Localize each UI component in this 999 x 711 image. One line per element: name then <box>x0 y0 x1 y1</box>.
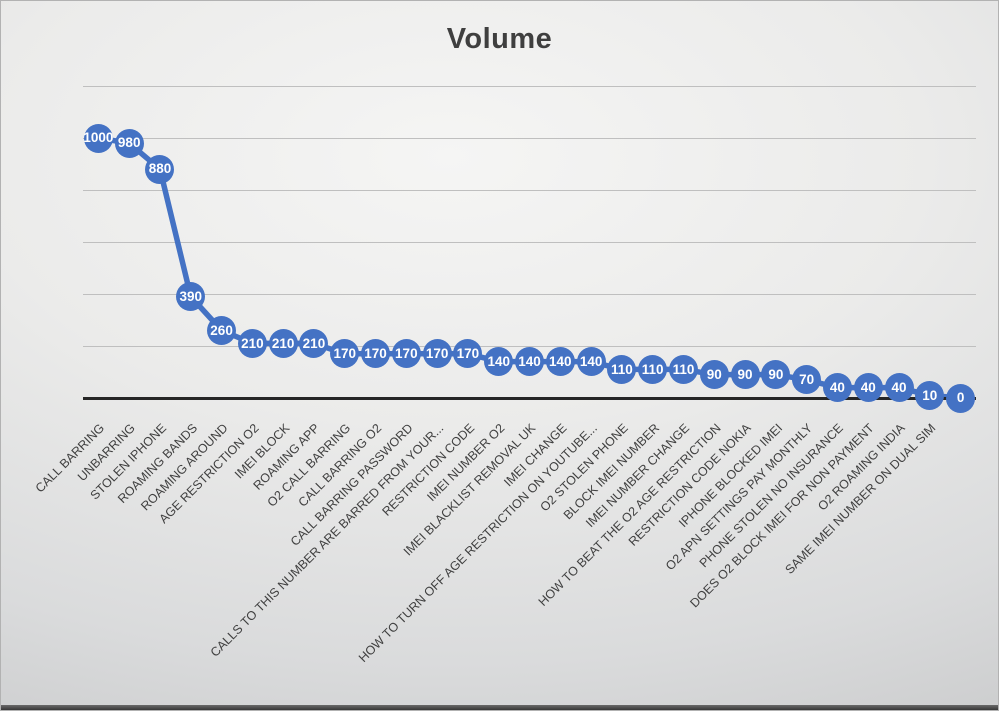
data-point-label: 170 <box>364 346 387 362</box>
data-point-marker: 170 <box>422 339 452 369</box>
data-point-marker: 90 <box>761 360 791 390</box>
data-point-marker: 140 <box>545 347 575 377</box>
data-point-label: 140 <box>579 353 603 369</box>
data-point-label: 390 <box>179 288 203 304</box>
data-point-marker: 390 <box>176 282 206 312</box>
gridline <box>83 293 976 295</box>
data-point-marker: 1000 <box>83 123 114 153</box>
data-point-marker: 140 <box>515 347 544 377</box>
data-point-label: 70 <box>799 372 815 388</box>
data-point-label: 10 <box>922 387 938 403</box>
data-point-marker: 40 <box>822 373 852 403</box>
data-point-marker: 0 <box>946 383 976 413</box>
data-point-label: 140 <box>487 353 510 369</box>
data-point-marker: 210 <box>268 328 298 358</box>
data-point-marker: 140 <box>576 347 606 377</box>
data-point-label: 170 <box>395 346 418 362</box>
data-point-marker: 90 <box>730 360 760 390</box>
window-bottom-edge <box>1 705 998 710</box>
data-point-label: 140 <box>518 353 541 369</box>
data-point-marker: 140 <box>484 347 514 377</box>
data-point-label: 90 <box>706 366 722 382</box>
data-point-label: 90 <box>737 366 753 382</box>
gridline <box>83 85 976 87</box>
x-axis-line <box>83 396 976 400</box>
data-point-marker: 90 <box>699 360 729 390</box>
data-point-marker: 210 <box>237 328 267 358</box>
gridline <box>83 189 976 191</box>
data-point-label: 980 <box>117 135 141 151</box>
gridline <box>83 345 976 347</box>
data-point-marker: 170 <box>391 339 421 369</box>
data-point-marker: 980 <box>114 128 144 158</box>
data-point-label: 170 <box>456 346 480 362</box>
data-point-label: 170 <box>333 346 356 362</box>
gridline <box>83 241 976 243</box>
data-point-label: 210 <box>241 335 264 351</box>
data-point-label: 40 <box>829 379 845 395</box>
data-point-label: 880 <box>148 161 172 177</box>
data-point-marker: 210 <box>299 328 329 358</box>
data-point-marker: 40 <box>853 373 883 403</box>
data-point-marker: 110 <box>607 354 637 384</box>
data-point-label: 210 <box>302 335 326 351</box>
data-point-label: 260 <box>210 322 233 338</box>
data-point-label: 110 <box>672 361 695 377</box>
data-point-label: 110 <box>610 361 633 377</box>
data-point-marker: 10 <box>915 380 945 410</box>
data-point-marker: 170 <box>330 339 360 369</box>
data-point-label: 140 <box>549 353 572 369</box>
data-point-label: 40 <box>860 379 876 395</box>
data-point-marker: 880 <box>145 154 175 184</box>
data-point-marker: 70 <box>792 365 822 395</box>
data-point-marker: 260 <box>207 315 237 345</box>
data-point-label: 110 <box>641 361 664 377</box>
data-point-label: 210 <box>271 335 295 351</box>
data-point-marker: 110 <box>638 354 668 384</box>
data-point-marker: 110 <box>668 354 698 384</box>
data-point-label: 1000 <box>83 130 114 146</box>
data-point-marker: 170 <box>453 339 483 369</box>
data-point-label: 90 <box>768 366 784 382</box>
data-point-label: 40 <box>891 379 907 395</box>
chart-title: Volume <box>446 23 553 55</box>
data-point-marker: 170 <box>361 339 391 369</box>
data-point-label: 0 <box>956 390 965 406</box>
data-point-label: 170 <box>425 346 449 362</box>
gridline <box>83 137 976 139</box>
data-point-marker: 40 <box>884 373 914 403</box>
